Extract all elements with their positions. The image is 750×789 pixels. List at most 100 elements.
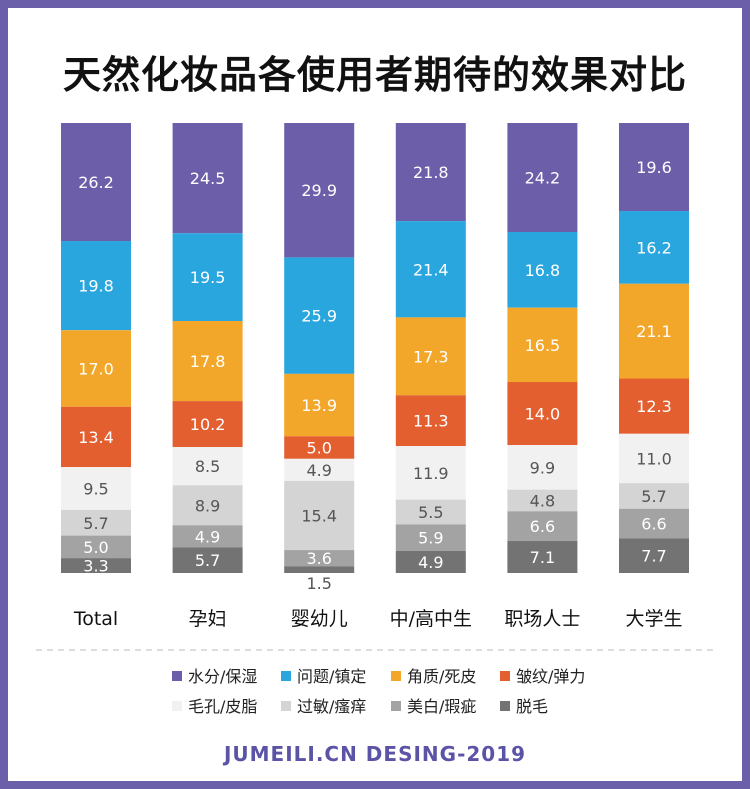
data-label: 24.2 [525, 169, 561, 188]
data-label: 21.1 [636, 322, 672, 341]
bar-segment [284, 436, 355, 459]
data-label: 26.2 [78, 173, 114, 192]
legend-label: 问题/镇定 [297, 667, 366, 686]
category-label: 孕妇 [189, 608, 227, 630]
data-label: 3.3 [83, 557, 108, 576]
bar-segment [61, 241, 131, 331]
data-label: 6.6 [641, 515, 666, 534]
bar-segment [172, 447, 243, 486]
data-label: 19.8 [78, 277, 114, 296]
bar-segment [619, 378, 689, 434]
data-label: 29.9 [301, 181, 337, 200]
data-label: 4.9 [195, 527, 220, 546]
bar-segment [395, 317, 466, 396]
legend-label: 脱毛 [516, 697, 548, 716]
bar-segment [395, 446, 466, 500]
bar-segment [395, 499, 466, 525]
data-label: 12.3 [636, 397, 672, 416]
bar-segment [284, 458, 355, 481]
data-label: 15.4 [301, 506, 337, 525]
legend-swatch [391, 701, 401, 711]
data-label: 21.8 [413, 163, 449, 182]
bar-segment [61, 535, 131, 559]
bar-segment [284, 550, 355, 567]
bar-segment [61, 406, 131, 468]
bar-segment [61, 330, 131, 407]
legend-swatch [281, 701, 291, 711]
data-label: 19.6 [636, 158, 672, 177]
legend-label: 毛孔/皮脂 [188, 697, 257, 716]
chart-title: 天然化妆品各使用者期待的效果对比 [62, 53, 687, 97]
legend-swatch [391, 671, 401, 681]
data-label: 17.8 [190, 352, 226, 371]
data-label: 16.2 [636, 238, 672, 257]
data-label: 21.4 [413, 260, 449, 279]
data-label: 8.9 [195, 496, 220, 515]
bar-segment [172, 401, 243, 447]
bar-segment [507, 307, 578, 383]
data-label: 4.9 [306, 461, 331, 480]
data-label: 7.1 [530, 548, 555, 567]
bar-segment [61, 123, 131, 242]
bar-segment [507, 232, 578, 308]
bar-segment [61, 467, 131, 510]
data-label: 7.7 [641, 547, 666, 566]
bar-segment [284, 566, 355, 573]
category-label: 婴幼儿 [291, 608, 348, 630]
bar-segment [507, 123, 578, 233]
data-label: 5.0 [306, 439, 331, 458]
bar-segment [395, 221, 466, 318]
bar-segment [172, 547, 243, 573]
bar-segment [395, 550, 466, 573]
bar-segment [619, 283, 689, 379]
footer-credit: JUMEILI.CN DESING-2019 [223, 742, 527, 766]
data-label: 4.8 [530, 491, 555, 510]
category-label: Total [73, 608, 118, 630]
data-label: 3.6 [306, 549, 331, 568]
data-label: 24.5 [190, 169, 226, 188]
bar-segment [619, 538, 689, 573]
data-label: 5.7 [641, 487, 666, 506]
data-label: 6.6 [530, 517, 555, 536]
bar-segment [395, 123, 466, 222]
bar-segment [619, 123, 689, 212]
data-label: 16.5 [525, 336, 561, 355]
data-label: 5.5 [418, 503, 443, 522]
legend-swatch [172, 671, 182, 681]
bar-segment [619, 211, 689, 284]
legend-label: 角质/死皮 [407, 667, 476, 686]
bar-segment [619, 483, 689, 509]
bar-segment [395, 524, 466, 551]
data-label: 4.9 [418, 553, 443, 572]
data-label: 25.9 [301, 307, 337, 326]
bar-segment [284, 257, 355, 374]
data-label: 5.0 [83, 538, 108, 557]
legend-swatch [172, 701, 182, 711]
category-label: 中/高中生 [390, 608, 472, 630]
bar-segment [61, 509, 131, 536]
bar-segment [619, 433, 689, 484]
data-label: 11.3 [413, 412, 449, 431]
legend-label: 过敏/瘙痒 [297, 697, 366, 716]
data-label: 5.9 [418, 529, 443, 548]
bar-segment [284, 480, 355, 551]
data-label: 1.5 [306, 574, 331, 593]
legend-label: 水分/保湿 [188, 667, 257, 686]
data-label: 11.9 [413, 464, 449, 483]
bar-segment [172, 123, 243, 234]
data-label: 13.9 [301, 396, 337, 415]
legend-swatch [500, 701, 510, 711]
data-label: 9.9 [530, 458, 555, 477]
bar-segment [284, 123, 355, 258]
legend-swatch [281, 671, 291, 681]
bar-segment [172, 233, 243, 321]
legend-swatch [500, 671, 510, 681]
bar-segment [507, 382, 578, 446]
data-label: 17.0 [78, 359, 114, 378]
bar-segment [507, 445, 578, 490]
bar-segment [619, 508, 689, 539]
bar-segment [507, 541, 578, 573]
bar-segment [284, 373, 355, 437]
legend-label: 皱纹/弹力 [516, 667, 585, 686]
